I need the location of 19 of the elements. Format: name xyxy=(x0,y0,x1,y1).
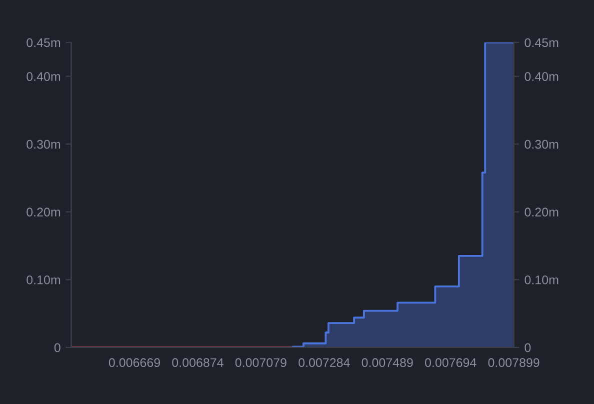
y-tick-label: 0 xyxy=(54,343,60,352)
y2-tick-label: 0.20m xyxy=(524,208,558,217)
y-tick-label: 0.30m xyxy=(26,140,60,149)
y2-tick-label: 0.10m xyxy=(524,275,558,284)
y2-tick-label: 0.40m xyxy=(524,72,558,81)
x-tick-label: 0.007899 xyxy=(488,358,540,368)
y2-tick-label: 0.45m xyxy=(524,38,558,48)
y-tick-label: 0.40m xyxy=(26,72,60,81)
y-tick-label: 0.10m xyxy=(26,275,60,284)
y2-tick-label: 0 xyxy=(524,343,531,352)
y-tick-label: 0.20m xyxy=(26,208,60,217)
x-tick-label: 0.007284 xyxy=(298,358,350,368)
x-tick-label: 0.007489 xyxy=(362,358,413,368)
y2-tick-label: 0.30m xyxy=(524,140,558,149)
x-tick-label: 0.007079 xyxy=(235,358,286,368)
x-tick-label: 0.006669 xyxy=(108,358,160,368)
x-tick-label: 0.006874 xyxy=(172,358,224,368)
y-tick-label: 0.45m xyxy=(26,38,60,48)
x-tick-label: 0.007694 xyxy=(425,358,476,368)
